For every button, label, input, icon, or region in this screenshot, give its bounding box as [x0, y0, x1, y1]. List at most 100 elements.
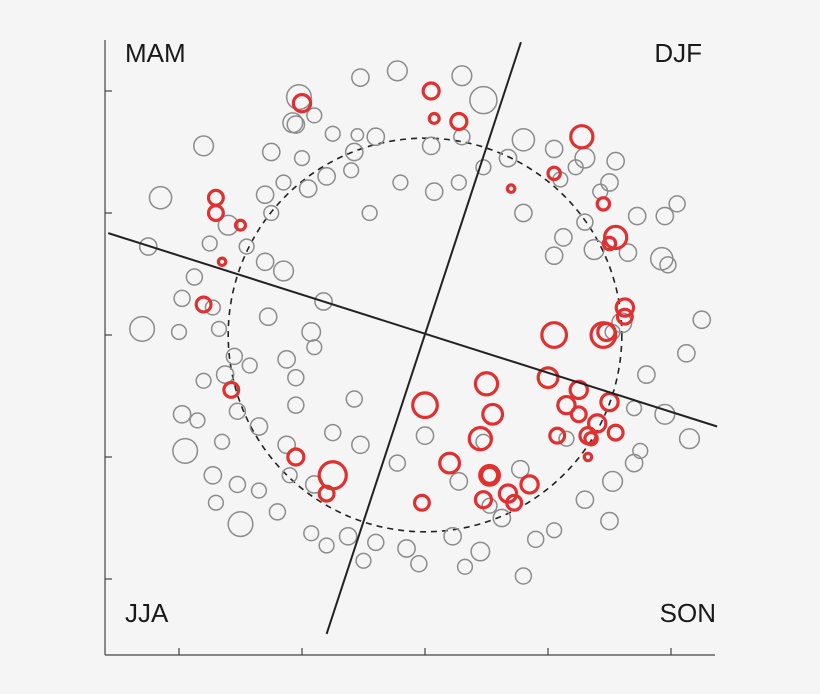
- grey-point-77: [470, 541, 491, 562]
- axes: [104, 40, 715, 656]
- red-point-33: [467, 426, 494, 452]
- grey-point-8: [344, 142, 364, 162]
- grey-point-86: [625, 400, 643, 417]
- red-point-44: [473, 490, 494, 510]
- grey-point-71: [268, 503, 287, 521]
- red-point-25: [556, 394, 577, 416]
- grey-point-82: [600, 511, 619, 531]
- grey-point-99: [554, 228, 573, 247]
- axis-ticks: [105, 90, 672, 655]
- grey-points: [129, 60, 712, 585]
- grey-point-108: [415, 426, 435, 446]
- grey-point-97: [583, 239, 605, 261]
- grey-point-102: [655, 206, 675, 226]
- red-point-27: [586, 413, 608, 434]
- grey-point-50: [215, 365, 235, 385]
- red-point-23: [481, 402, 505, 426]
- grey-point-47: [258, 307, 278, 327]
- red-point-15: [614, 297, 636, 318]
- red-point-26: [569, 405, 588, 424]
- grey-point-109: [510, 459, 530, 479]
- grey-point-123: [361, 204, 378, 222]
- dividing-lines: [107, 41, 718, 635]
- red-point-0: [421, 81, 441, 101]
- grey-point-6: [451, 65, 473, 87]
- grey-point-44: [129, 315, 156, 342]
- grey-point-10: [193, 135, 215, 157]
- red-point-37: [286, 447, 306, 467]
- grey-point-121: [306, 339, 323, 356]
- grey-point-69: [227, 511, 254, 538]
- quadrant-labels: MAM DJF JJA SON: [125, 38, 716, 628]
- red-point-1: [427, 111, 441, 125]
- grey-point-40: [272, 260, 295, 282]
- grey-point-26: [424, 182, 444, 202]
- red-point-2: [449, 111, 469, 132]
- grey-point-62: [324, 423, 342, 442]
- grey-point-114: [410, 555, 428, 573]
- grey-point-1: [286, 115, 306, 134]
- grey-point-112: [449, 472, 469, 491]
- grey-point-52: [195, 372, 212, 389]
- label-top-right: DJF: [654, 38, 702, 68]
- label-top-left: MAM: [125, 38, 186, 68]
- grey-point-89: [637, 365, 656, 385]
- grey-point-42: [173, 289, 191, 308]
- grey-point-100: [576, 213, 594, 231]
- grey-point-79: [526, 530, 545, 549]
- grey-point-104: [606, 151, 626, 171]
- grey-point-101: [627, 206, 647, 226]
- red-point-11: [602, 224, 629, 251]
- grey-point-51: [241, 357, 258, 374]
- grey-point-113: [388, 454, 407, 472]
- grey-point-67: [281, 467, 298, 484]
- grey-point-58: [172, 437, 199, 464]
- grey-point-36: [138, 237, 158, 256]
- label-bottom-left: JJA: [125, 598, 169, 628]
- red-point-46: [412, 493, 431, 512]
- grey-point-49: [225, 347, 244, 366]
- grey-point-118: [318, 537, 335, 554]
- grey-point-63: [351, 435, 370, 455]
- grey-point-32: [255, 185, 275, 205]
- grey-point-14: [366, 127, 386, 147]
- grey-point-70: [207, 494, 225, 511]
- grey-point-20: [600, 173, 619, 192]
- grey-point-83: [601, 470, 624, 492]
- grey-point-48: [301, 321, 322, 342]
- grey-point-5: [386, 60, 408, 82]
- red-point-41: [317, 484, 336, 503]
- grey-point-74: [367, 533, 385, 552]
- grey-point-87: [654, 403, 676, 425]
- grey-point-53: [277, 350, 296, 369]
- red-point-39: [479, 465, 500, 485]
- grey-point-119: [287, 396, 305, 414]
- grey-point-38: [238, 238, 255, 255]
- grey-point-23: [498, 148, 518, 168]
- grey-point-105: [514, 203, 533, 223]
- grey-point-91: [611, 312, 633, 334]
- grey-point-27: [392, 174, 409, 191]
- grey-point-29: [317, 167, 336, 186]
- grey-point-57: [172, 404, 192, 424]
- grey-point-122: [314, 292, 333, 311]
- grey-point-80: [546, 522, 563, 539]
- label-bottom-right: SON: [660, 598, 716, 628]
- red-point-3: [291, 92, 313, 114]
- red-point-16: [615, 307, 634, 326]
- red-point-45: [505, 493, 524, 512]
- grey-point-72: [303, 525, 320, 542]
- red-point-22: [568, 379, 589, 401]
- red-point-13: [194, 295, 213, 314]
- red-point-5: [546, 165, 562, 182]
- grey-point-120: [345, 390, 364, 408]
- grey-point-2: [306, 107, 323, 124]
- grey-point-37: [201, 235, 218, 252]
- red-point-7: [206, 188, 225, 207]
- grey-point-34: [217, 214, 239, 236]
- red-point-9: [505, 183, 517, 194]
- grey-point-16: [453, 128, 471, 146]
- red-points: [194, 81, 636, 512]
- grey-point-95: [649, 246, 674, 271]
